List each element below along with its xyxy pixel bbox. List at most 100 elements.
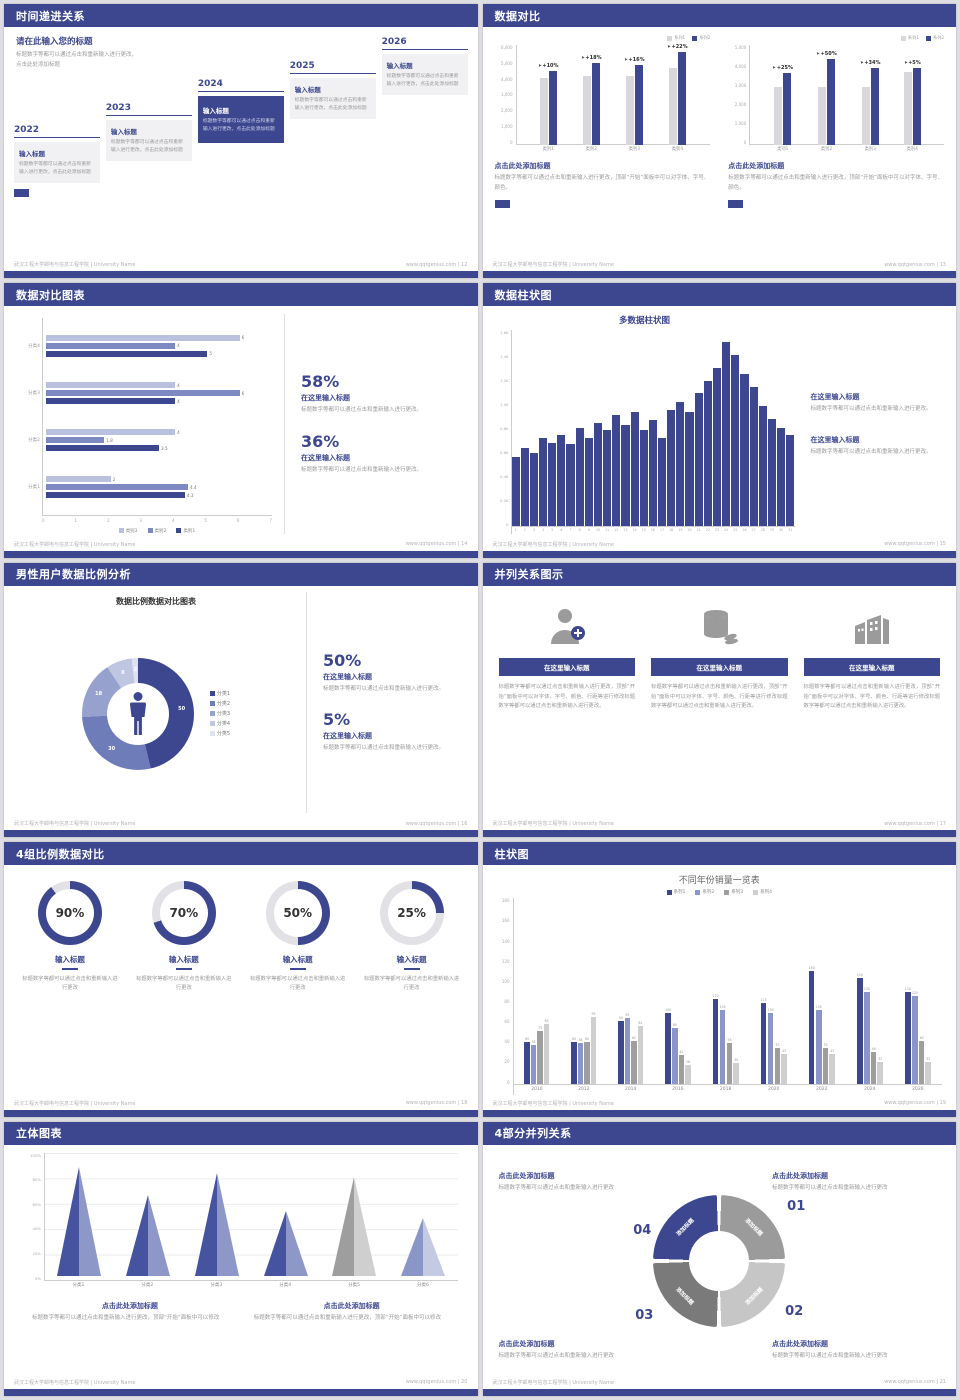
bar-groups: ➤+10% 类别1 ➤+18% 类别2 ➤+16% 类别3 ➤+22% 类别4 [516,33,711,155]
timeline-card-title: 输入标题 [19,150,45,158]
cursor-icon: ➤ [814,50,821,57]
bar-wrap: 62 [631,1036,637,1085]
x-tick: 1 [74,517,78,523]
bar-wrap: 105 [720,1005,726,1085]
legend-item: 系列2 [692,35,710,41]
grouped-bar-chart: 系列1 系列2 系列3 系列4 180 160 140 120 100 80 60 40 20 0 60 55… [497,889,942,1095]
x-tick: 9 [587,527,590,532]
footer-accent-bar [4,1388,478,1396]
slide-17[interactable]: 并列关系图示 在这里输入标题 标题数字等都可以通过点击和重新输入进行更改，顶部“… [482,562,956,838]
block-title: 点击此处添加标题 [728,162,785,170]
bar-set: 90 93 62 82 [618,1013,644,1085]
nurse-icon [550,608,585,644]
x-tick: 23 [714,527,720,532]
bar-wrap: 28 [685,1060,691,1085]
timeline-year: 2024 [197,79,284,92]
slide-13[interactable]: 数据对比 系列1 系列2 6,000 5,000 4,000 3,000 2,000 1,00… [482,4,956,279]
slide-footer: 武汉工程大学邮电与信息工程学院 | University Name www.qq… [4,538,478,551]
slide-15-content: 多数据柱状图 1.6K 1.4K 1.2K 1.0K 0.8K 0.6K 0.4K 0.2K 0… [483,306,957,537]
block-body: 标题数字等都可以通过点击和重新输入进行更改 [772,1184,888,1191]
bar [857,977,863,1085]
value-label: 125 [911,990,918,995]
bar [548,442,557,527]
slide-18[interactable]: 4组比例数据对比 90% 输入标题 标题数字等都可以通过点击和重新输入进行更改 70%… [4,842,478,1117]
bar-base [625,76,634,145]
icon-box [852,598,892,654]
value-label: 5 [209,351,213,357]
y-tick: 1.6K [499,330,509,336]
chart-title: 多数据柱状图 [618,316,670,327]
slide-14[interactable]: 数据对比图表 分类4 6 4 5 分类3 4 6 4 分类2 4 1.8 3.5 分类1 2 4.4 4.3 0… [4,283,478,558]
slide-16[interactable]: 男性用户数据比例分析 数据比例数据对比图表 50 30 18 8 2 分类1 分类2 分类3 分… [4,562,478,838]
bar [685,1064,691,1085]
donut-center [106,682,169,745]
x-tick: 29 [769,527,774,532]
bar-pair [903,68,921,145]
bar-group: ➤+50% 类别2 [814,50,837,155]
timeline-column: 2026 输入标题 标题数字等都可以通过点击和重新输入进行更改，点击此处添加标题 [381,37,468,96]
bar [774,1047,781,1085]
value-label: 46 [871,1046,876,1051]
timeline-year: 2025 [289,61,376,74]
gauge-item: 25% 输入标题 标题数字等都可以通过点击和重新输入进行更改 [364,881,460,1092]
footer-org: 武汉工程大学邮电与信息工程学院 | University Name [492,262,614,269]
cursor-icon: ➤ [622,56,629,63]
stat-block: 5% 在这里输入标题 标题数字等都可以通过点击和重新输入进行更改。 [323,710,466,754]
bar-compare [548,71,557,145]
slide-footer: 武汉工程大学邮电与信息工程学院 | University Name www.qq… [4,258,478,271]
legend-swatch [753,889,759,895]
accent-chip [728,199,744,208]
database-icon [704,609,739,645]
intro-title: 请在此输入您的标题 [16,37,93,47]
bar [537,1031,543,1085]
slide-15[interactable]: 数据柱状图 多数据柱状图 1.6K 1.4K 1.2K 1.0K 0.8K 0.6K 0.4… [482,283,957,558]
legend-swatch [209,731,215,737]
bar [524,1041,530,1085]
timeline-column: 2023 输入标题 标题数字等都可以通过点击和重新输入进行更改，点击此处添加标题 [105,103,192,162]
bar [767,418,777,527]
bar-line: 6 [46,390,272,397]
intro-block: 请在此输入您的标题 标题数字等都可以通过点击和重新输入进行更改，点击此处添加标题 [16,35,140,71]
slide-21[interactable]: 4部分并列关系 添加标题 添加标题 添加标题 添加标题 01 02 03 04 点击此处添加标… [482,1121,957,1396]
slide-20[interactable]: 立体图表 100% 80% 60% 40% 20% 0% 分类1 分类2 分类3 分类4 分类5 分类… [4,1121,478,1396]
timeline-card-title: 输入标题 [110,128,137,136]
stat-body: 标题数字等都可以通过点击和重新输入进行更改。 [301,467,423,474]
y-tick: 0.2K [499,497,509,503]
stat-body: 标题数字等都可以通过点击和重新输入进行更改。 [323,745,445,752]
gauge-title: 输入标题 [168,955,199,965]
slide-footer: 武汉工程大学邮电与信息工程学院 | University Name www.qq… [4,1376,478,1389]
item-body: 标题数字等都可以通过点击和重新输入进行更改，顶部“开始”面板中可以对字体、字号、… [498,683,636,710]
x-tick: 12 [614,527,619,532]
bar-group: 120 105 58 30 2018 [713,994,739,1094]
stat-block: 50% 在这里输入标题 标题数字等都可以通过点击和重新输入进行更改。 [323,651,466,695]
value-label: 62 [919,1035,924,1040]
slice-value-label: 18 [95,691,103,698]
parallel-item: 在这里输入标题 标题数字等都可以通过点击和重新输入进行更改，顶部“开始”面板中可… [803,598,940,813]
ring-number: 04 [633,1223,652,1239]
stat-block: 在这里输入标题 标题数字等都可以通过点击和重新输入进行更改。 [811,390,945,415]
slide-19[interactable]: 柱状图 不同年份销量一览表 系列1 系列2 系列3 系列4 180 160 140 120 10… [482,842,956,1117]
value-label: 130 [904,987,911,992]
category-label: 分类4 [28,343,40,349]
ring-diagram: 添加标题 添加标题 添加标题 添加标题 01 02 03 04 [633,1195,805,1328]
stat-body: 标题数字等都可以通过点击和重新输入进行更改。 [810,406,932,413]
bar-compare [870,68,879,145]
value-label: 4 [177,429,180,435]
slide-12[interactable]: 时间递进关系 请在此输入您的标题 标题数字等都可以通过点击和重新输入进行更改，点… [4,4,478,279]
segment-label: 添加标题 [675,1217,696,1238]
legend-swatch [209,691,215,697]
slide-21-content: 添加标题 添加标题 添加标题 添加标题 01 02 03 04 点击此处添加标题 标题数字等都… [483,1145,957,1376]
y-axis: 180 160 140 120 100 80 60 40 20 0 [497,898,513,1094]
slide-title-bar: 男性用户数据比例分析 [4,562,478,586]
bar [822,1047,829,1085]
parallel-item: 在这里输入标题 标题数字等都可以通过点击和重新输入进行更改，顶部“开始”面板中可… [498,598,636,813]
bar-column: 31 [786,330,795,533]
growth-annotation: ➤+34% [858,59,881,67]
value-label: 55 [531,1040,536,1045]
bar [665,1013,671,1085]
category-label: 2010 [531,1086,543,1092]
value-label: 6 [241,390,245,396]
comparison-panel: 系列1 系列2 6,000 5,000 4,000 3,000 2,000 1,000 0 ➤+1… [494,33,711,258]
bar-base [774,87,783,145]
content-wrap: 多数据柱状图 1.6K 1.4K 1.2K 1.0K 0.8K 0.6K 0.4K 0.2K 0… [495,314,945,534]
